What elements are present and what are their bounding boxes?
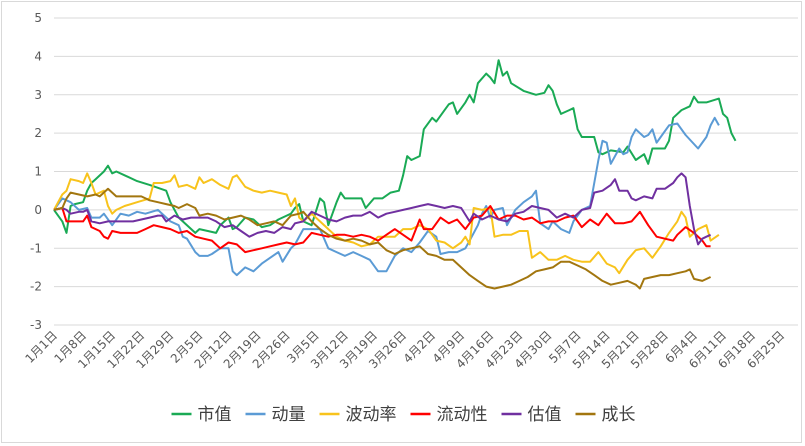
legend-label: 市值 xyxy=(198,405,232,425)
legend: 市值 动量 波动率 流动性 估值 成长 xyxy=(171,405,636,425)
y-axis-ticks: 5 4 3 2 1 0 -1 -2 -3 xyxy=(30,11,42,332)
x-axis-ticks: 1月1日1月8日1月15日1月22日1月29日2月5日2月12日2月19日2月2… xyxy=(22,328,787,371)
y-tick-label: 0 xyxy=(34,203,42,217)
series-line-4 xyxy=(53,172,712,246)
y-tick-label: 1 xyxy=(34,165,42,179)
series-line-3 xyxy=(53,205,711,254)
y-tick-label: -2 xyxy=(30,280,42,294)
series-line-5 xyxy=(53,187,712,290)
legend-label: 动量 xyxy=(272,405,306,425)
y-tick-label: 5 xyxy=(34,11,42,25)
series-line-1 xyxy=(53,116,720,277)
legend-label: 流动性 xyxy=(437,405,488,425)
legend-label: 波动率 xyxy=(346,405,397,425)
y-tick-label: -3 xyxy=(30,318,42,332)
gridlines xyxy=(54,17,798,326)
series-line-0 xyxy=(53,59,737,234)
y-tick-label: -1 xyxy=(30,241,42,255)
legend-label: 成长 xyxy=(602,405,636,425)
legend-label: 估值 xyxy=(528,405,562,425)
y-tick-label: 4 xyxy=(34,49,42,63)
y-tick-label: 2 xyxy=(34,126,42,140)
y-tick-label: 3 xyxy=(34,88,42,102)
series-lines xyxy=(53,59,737,290)
